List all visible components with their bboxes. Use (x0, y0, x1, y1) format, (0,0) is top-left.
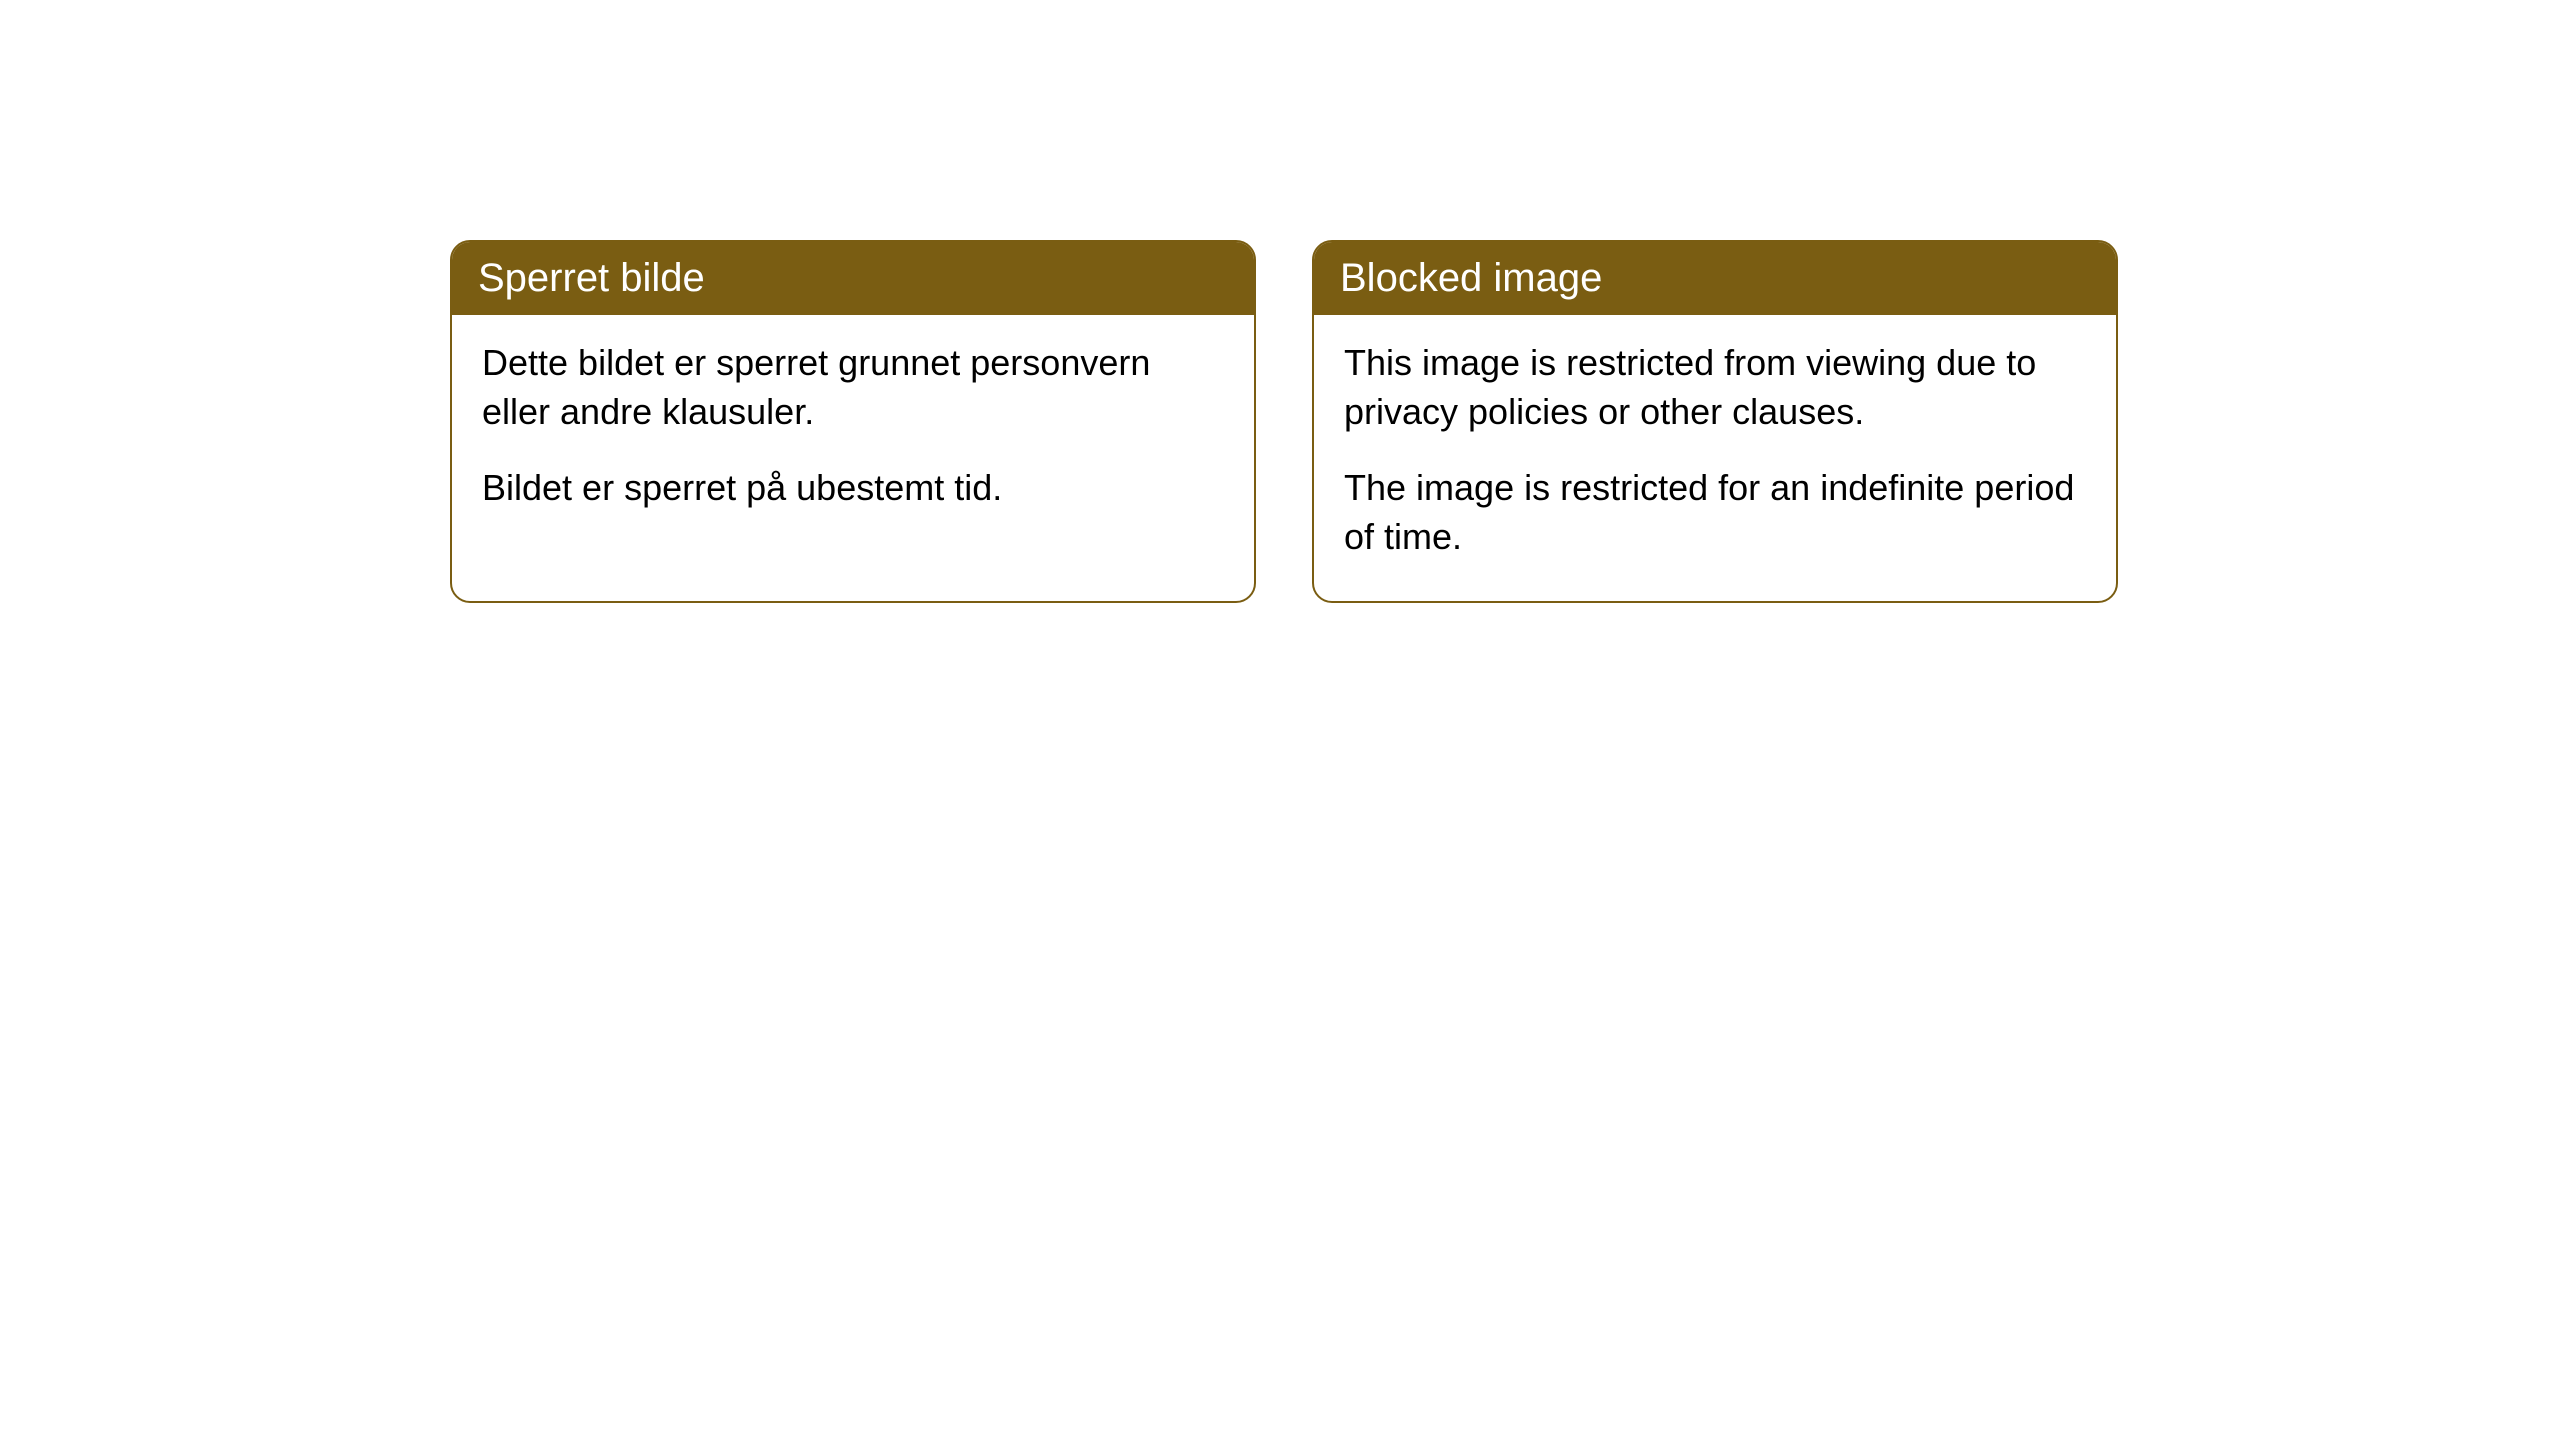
notice-cards-container: Sperret bilde Dette bildet er sperret gr… (450, 240, 2118, 603)
card-title: Sperret bilde (478, 256, 705, 300)
card-header: Sperret bilde (452, 242, 1254, 315)
card-paragraph: The image is restricted for an indefinit… (1344, 464, 2086, 561)
card-paragraph: This image is restricted from viewing du… (1344, 339, 2086, 436)
card-title: Blocked image (1340, 256, 1602, 300)
card-paragraph: Dette bildet er sperret grunnet personve… (482, 339, 1224, 436)
notice-card-english: Blocked image This image is restricted f… (1312, 240, 2118, 603)
card-paragraph: Bildet er sperret på ubestemt tid. (482, 464, 1224, 513)
card-body: Dette bildet er sperret grunnet personve… (452, 315, 1254, 553)
card-body: This image is restricted from viewing du… (1314, 315, 2116, 601)
notice-card-norwegian: Sperret bilde Dette bildet er sperret gr… (450, 240, 1256, 603)
card-header: Blocked image (1314, 242, 2116, 315)
